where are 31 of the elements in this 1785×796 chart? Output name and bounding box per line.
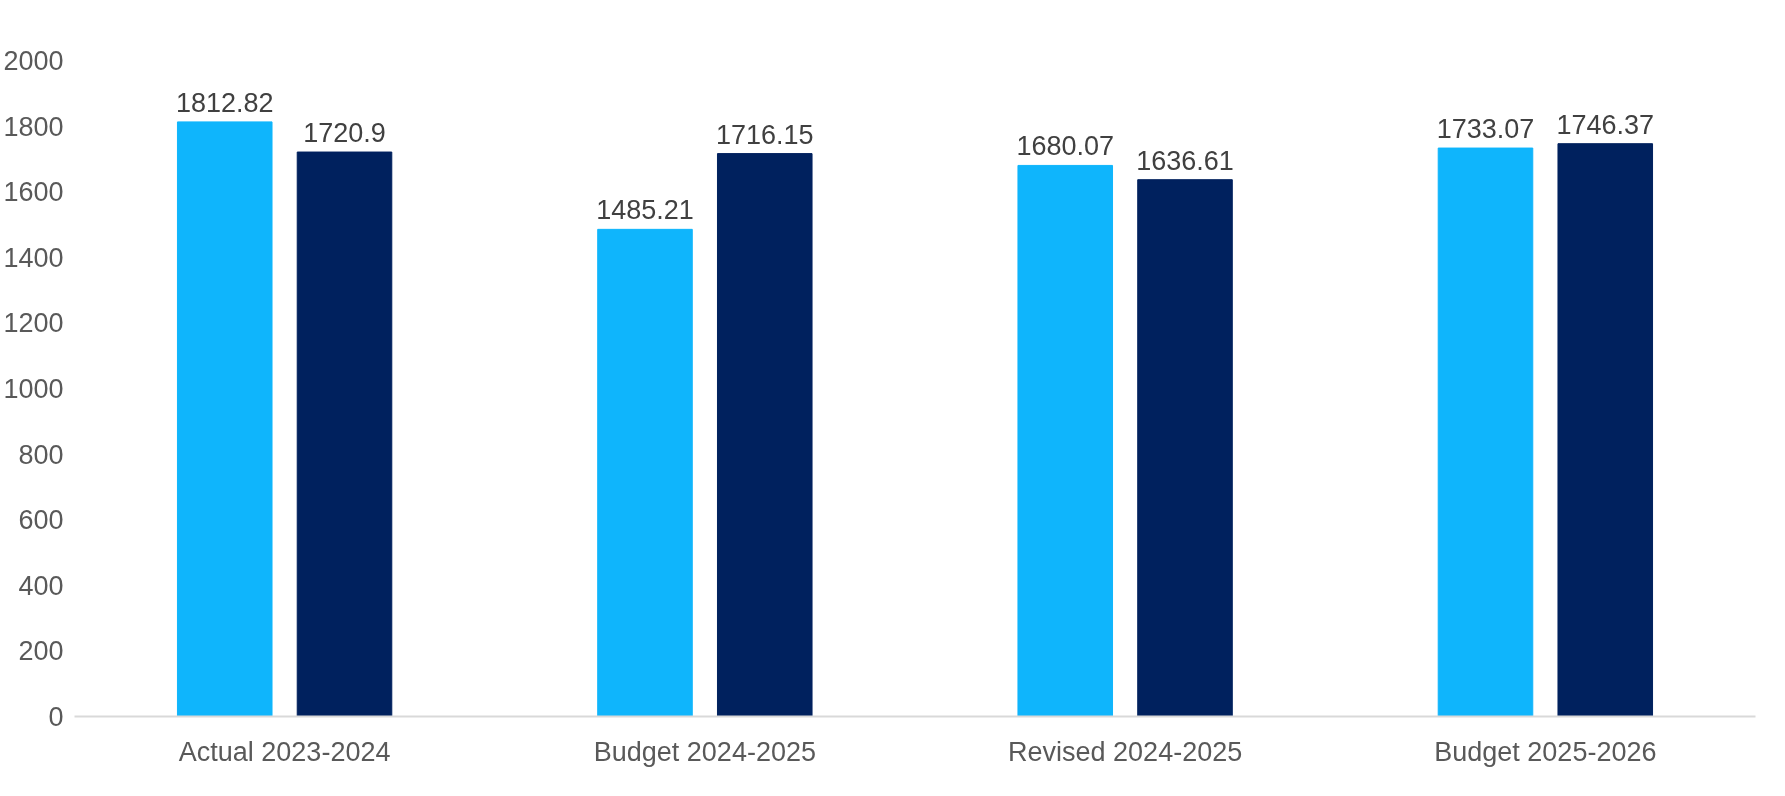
bar [1437,147,1534,717]
data-label: 1746.37 [1556,109,1655,140]
bar [597,228,693,717]
bar [1017,164,1114,717]
data-label: 1680.07 [1016,131,1115,162]
bar [296,151,393,717]
y-tick-label: 1800 [3,111,64,142]
x-tick-label: Actual 2023-2024 [178,736,391,767]
y-tick-label: 1600 [3,177,64,208]
data-label: 1636.61 [1136,145,1234,176]
data-label: 1733.07 [1436,114,1535,145]
x-tick-label: Budget 2024-2025 [593,736,816,767]
y-tick-label: 1000 [3,374,64,404]
x-tick-label: Budget 2025-2026 [1434,736,1657,767]
bar [716,153,813,717]
y-tick-label: 1200 [3,308,64,339]
y-tick-label: 600 [18,505,64,536]
y-tick-label: 200 [18,636,64,667]
y-tick-label: 400 [18,570,64,601]
y-tick-label: 800 [18,439,64,470]
y-tick-label: 2000 [3,46,64,76]
bar [176,121,273,717]
data-label: 1720.9 [303,118,386,149]
x-tick-label: Revised 2024-2025 [1008,736,1243,767]
bar [1557,143,1654,717]
y-tick-label: 0 [48,702,64,732]
y-tick-label: 1400 [3,242,64,273]
data-label: 1485.21 [596,195,694,226]
data-label: 1716.15 [715,119,814,150]
bar [1137,179,1233,717]
data-label: 1812.82 [175,87,274,118]
